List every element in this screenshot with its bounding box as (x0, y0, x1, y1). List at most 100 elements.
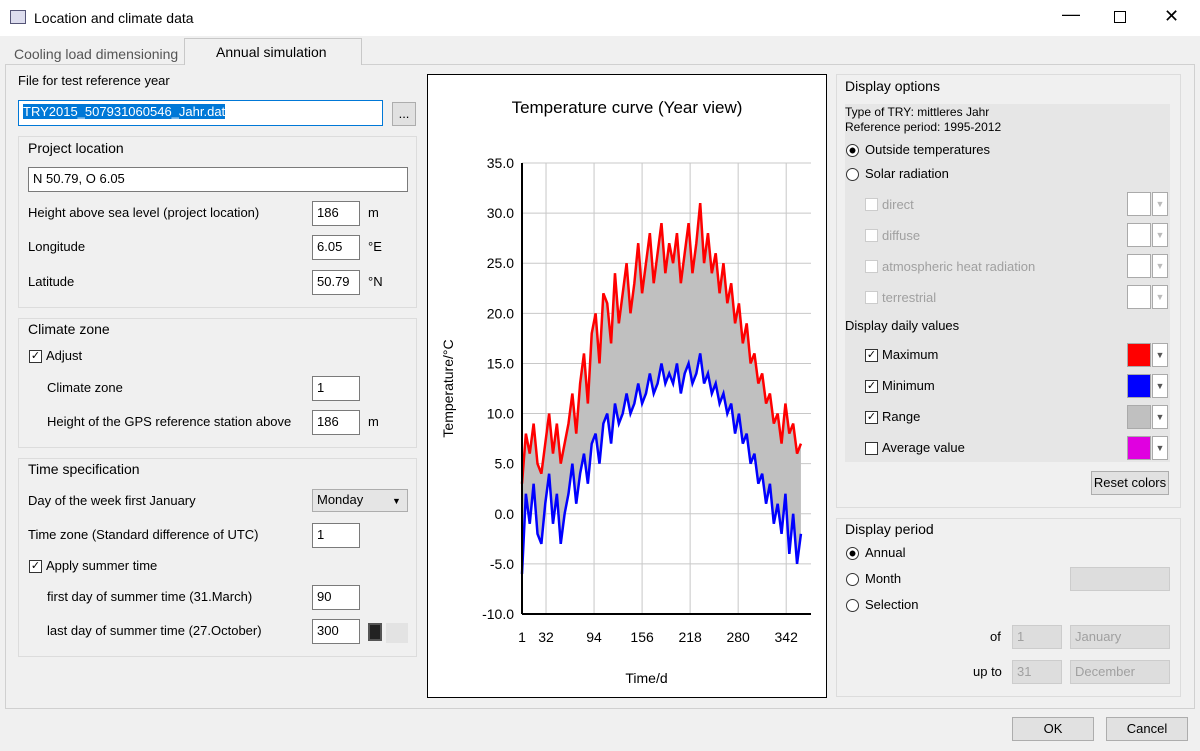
label: Annual (865, 545, 906, 560)
color-swatch[interactable] (1127, 223, 1151, 247)
group-title: Project location (28, 140, 124, 156)
input[interactable]: 1 (312, 376, 360, 401)
label: Adjust (46, 348, 83, 363)
title-bar (0, 0, 1200, 36)
label: File for test reference year (18, 73, 170, 88)
label: Selection (865, 597, 919, 612)
group-title: Time specification (28, 461, 140, 477)
label: Display daily values (845, 318, 960, 333)
radio[interactable] (846, 168, 859, 181)
tab[interactable]: Cooling load dimensioning (14, 46, 179, 62)
label: Height above sea level (project location… (28, 205, 260, 220)
checkbox[interactable] (865, 260, 878, 273)
chart-title: Temperature curve (Year view) (512, 98, 743, 117)
radio[interactable] (846, 573, 859, 586)
y-tick-label: 15.0 (487, 355, 514, 371)
y-tick-label: 5.0 (495, 456, 515, 472)
label: Longitude (28, 239, 86, 254)
checkbox[interactable] (865, 291, 878, 304)
label: direct (882, 197, 914, 212)
checkbox[interactable]: ✓ (29, 560, 42, 573)
color-swatch[interactable] (1127, 405, 1151, 429)
input[interactable]: 1 (312, 523, 360, 548)
y-axis-label: Temperature/°C (440, 339, 456, 437)
chart-frame: Temperature curve (Year view) Temperature… (427, 74, 827, 698)
calculator-icon[interactable] (368, 623, 382, 641)
cancel-button[interactable]: Cancel (1106, 717, 1188, 741)
checkbox[interactable]: ✓ (865, 411, 878, 424)
label: Solar radiation (865, 166, 949, 181)
y-tick-label: 10.0 (487, 406, 514, 422)
input[interactable]: 90 (312, 585, 360, 610)
label: first day of summer time (31.March) (47, 589, 253, 604)
reset-button[interactable]: Reset colors (1091, 471, 1169, 495)
dropdown[interactable]: ▼ (1152, 343, 1168, 367)
checkbox[interactable]: ✓ (29, 350, 42, 363)
label: Range (882, 409, 921, 424)
chart: Temperature curve (Year view) Temperature… (440, 98, 811, 686)
dropdown[interactable]: ▼ (1152, 436, 1168, 460)
input[interactable]: 186 (312, 410, 360, 435)
radio[interactable] (846, 144, 859, 157)
input[interactable]: 300 (312, 619, 360, 644)
radio[interactable] (846, 599, 859, 612)
dropdown-arrow: ▼ (392, 496, 401, 506)
color-swatch[interactable] (1127, 436, 1151, 460)
label: Average value (882, 440, 965, 455)
select[interactable]: December (1070, 660, 1170, 684)
radio[interactable] (846, 547, 859, 560)
minimize[interactable]: — (1062, 4, 1080, 24)
tab[interactable]: Annual simulation (216, 44, 327, 60)
y-tick-label: -5.0 (490, 556, 514, 572)
options-area (845, 104, 1170, 462)
input[interactable]: 6.05 (312, 235, 360, 260)
file-name: TRY2015_507931060546_Jahr.dat (23, 104, 226, 119)
browse-button[interactable]: ... (392, 102, 416, 126)
color-swatch[interactable] (1127, 254, 1151, 278)
select[interactable]: January (1070, 625, 1170, 649)
close[interactable]: ✕ (1164, 6, 1180, 26)
info: Type of TRY: mittleres Jahr (845, 105, 990, 119)
select[interactable]: 1 (1012, 625, 1062, 649)
label: up to (973, 664, 1002, 679)
file-input[interactable]: TRY2015_507931060546_Jahr.dat (18, 100, 383, 126)
coords-input[interactable]: N 50.79, O 6.05 (28, 167, 408, 192)
unit: m (368, 414, 379, 429)
y-tick-label: 25.0 (487, 255, 514, 271)
dropdown[interactable]: ▼ (1152, 254, 1168, 278)
select[interactable]: Monday (312, 489, 408, 512)
maximize[interactable] (1114, 11, 1126, 23)
x-tick-label: 342 (775, 629, 799, 645)
label: Latitude (28, 274, 75, 289)
color-swatch[interactable] (1127, 374, 1151, 398)
info: Reference period: 1995-2012 (845, 120, 1002, 134)
dropdown[interactable]: ▼ (1152, 285, 1168, 309)
active-tab[interactable] (184, 38, 362, 65)
select[interactable]: 31 (1012, 660, 1062, 684)
checkbox[interactable] (865, 442, 878, 455)
color-swatch[interactable] (1127, 343, 1151, 367)
dropdown[interactable]: ▼ (1152, 405, 1168, 429)
month-select[interactable] (1070, 567, 1170, 591)
dropdown[interactable]: ▼ (1152, 192, 1168, 216)
group (18, 136, 417, 308)
group (18, 458, 417, 657)
checkbox[interactable] (865, 229, 878, 242)
input[interactable]: 186 (312, 201, 360, 226)
ok-button[interactable]: OK (1012, 717, 1094, 741)
color-swatch[interactable] (1127, 285, 1151, 309)
label: of (990, 629, 1001, 644)
checkbox[interactable]: ✓ (865, 349, 878, 362)
checkbox[interactable]: ✓ (865, 380, 878, 393)
label: Maximum (882, 347, 939, 362)
dropdown[interactable]: ▼ (1152, 374, 1168, 398)
x-tick-label: 156 (630, 629, 654, 645)
label: Climate zone (47, 380, 123, 395)
y-tick-label: -10.0 (482, 606, 514, 622)
app-icon (10, 10, 26, 24)
checkbox[interactable] (865, 198, 878, 211)
input[interactable]: 50.79 (312, 270, 360, 295)
color-swatch[interactable] (1127, 192, 1151, 216)
dropdown[interactable]: ▼ (1152, 223, 1168, 247)
